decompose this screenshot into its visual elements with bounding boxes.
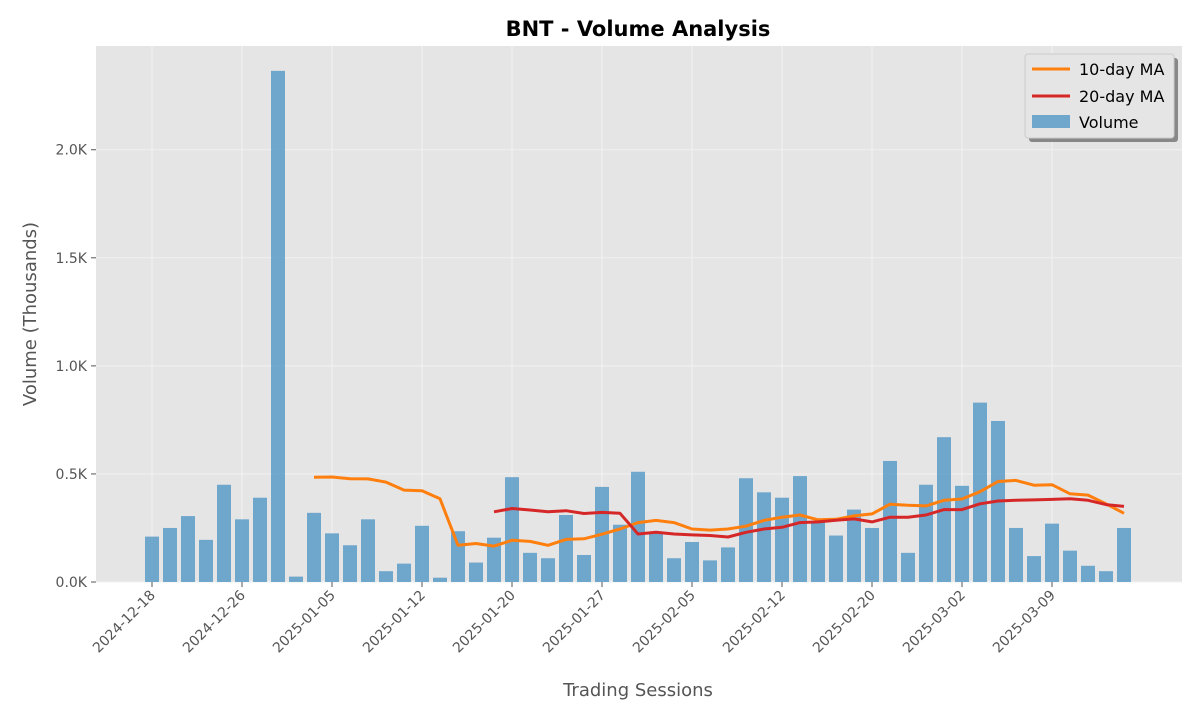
- volume-bar: [811, 521, 825, 582]
- legend-label-ma20: 20-day MA: [1079, 87, 1164, 106]
- volume-bar: [919, 484, 933, 582]
- volume-bar: [703, 560, 717, 582]
- moving-average-lines: [313, 475, 1125, 548]
- volume-bar: [559, 515, 573, 582]
- x-tick-label: 2025-02-05: [630, 588, 699, 657]
- volume-bar: [487, 537, 501, 582]
- y-tick-label: 1.0K: [56, 359, 88, 375]
- volume-bar: [757, 492, 771, 582]
- volume-bar: [1009, 527, 1023, 582]
- volume-bar: [181, 516, 195, 582]
- volume-bar: [1081, 565, 1095, 582]
- volume-bar: [325, 533, 339, 582]
- volume-bar: [613, 524, 627, 582]
- volume-bar: [1045, 523, 1059, 582]
- volume-bar: [523, 552, 537, 582]
- y-tick-label: 0.0K: [56, 575, 88, 591]
- volume-bar: [451, 531, 465, 582]
- volume-bar: [199, 539, 213, 582]
- x-tick-label: 2025-01-27: [540, 588, 609, 657]
- volume-bar: [505, 477, 519, 582]
- y-axis-title: Volume (Thousands): [20, 222, 41, 406]
- volume-bar: [685, 542, 699, 582]
- y-tick-label: 1.5K: [56, 251, 88, 267]
- volume-bar: [541, 558, 555, 582]
- volume-bar: [631, 471, 645, 582]
- y-tick-label: 2.0K: [56, 143, 88, 159]
- volume-bar: [721, 547, 735, 582]
- x-tick-label: 2025-01-12: [360, 588, 429, 657]
- volume-bar: [1099, 571, 1113, 582]
- volume-bar: [145, 536, 159, 582]
- legend: 10-day MA 20-day MA Volume: [1024, 53, 1178, 142]
- volume-bar: [361, 519, 375, 582]
- volume-bar: [163, 527, 177, 582]
- x-tick-label: 2025-01-20: [450, 588, 519, 657]
- volume-bar: [577, 554, 591, 582]
- x-tick-label: 2024-12-18: [90, 588, 159, 657]
- chart-title: BNT - Volume Analysis: [506, 17, 771, 41]
- x-tick-label: 2025-01-05: [270, 588, 339, 657]
- volume-bar: [901, 552, 915, 582]
- legend-label-ma10: 10-day MA: [1079, 60, 1164, 79]
- volume-bar: [271, 70, 285, 583]
- volume-bar: [883, 460, 897, 582]
- volume-bar: [649, 533, 663, 582]
- volume-bar: [667, 558, 681, 582]
- legend-swatch-volume: [1032, 115, 1070, 128]
- volume-bar: [415, 525, 429, 582]
- volume-bar: [235, 519, 249, 582]
- legend-label-volume: Volume: [1079, 113, 1139, 132]
- volume-bar: [343, 545, 357, 582]
- x-tick-label: 2025-03-09: [990, 588, 1059, 657]
- volume-bars: [145, 70, 1131, 583]
- volume-bar: [1027, 556, 1041, 582]
- volume-bar: [289, 576, 303, 582]
- volume-bar: [469, 562, 483, 582]
- y-tick-label: 0.5K: [56, 467, 88, 483]
- x-tick-label: 2025-03-02: [900, 588, 969, 657]
- ma10-line: [313, 475, 1125, 548]
- x-tick-label: 2025-02-12: [720, 588, 789, 657]
- ma20-line: [493, 497, 1125, 539]
- x-tick-label: 2024-12-26: [180, 587, 249, 656]
- volume-bar: [847, 509, 861, 582]
- volume-bar: [397, 563, 411, 582]
- volume-bar: [379, 571, 393, 582]
- volume-bar: [217, 484, 231, 582]
- volume-bar: [829, 535, 843, 582]
- volume-bar: [307, 512, 321, 582]
- x-tick-label: 2025-02-20: [810, 588, 879, 657]
- volume-bar: [739, 478, 753, 582]
- volume-bar: [793, 476, 807, 582]
- volume-bar: [1063, 550, 1077, 582]
- volume-bar: [865, 527, 879, 582]
- volume-bar: [253, 497, 267, 582]
- volume-bar: [775, 497, 789, 582]
- volume-bar: [433, 577, 447, 582]
- volume-bar: [1117, 527, 1131, 582]
- x-axis-title: Trading Sessions: [562, 680, 713, 701]
